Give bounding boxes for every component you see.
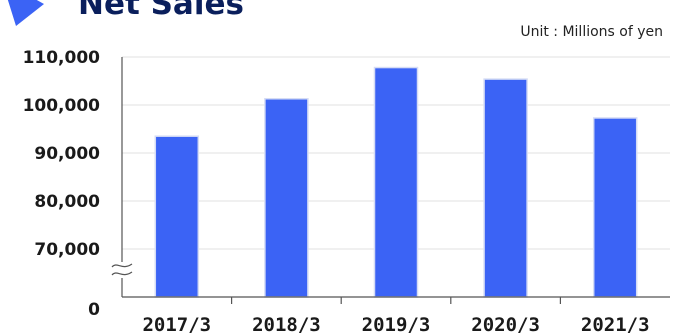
- axis-break-0: [111, 263, 133, 268]
- bar-2021-3: [592, 117, 638, 298]
- bars: [154, 66, 638, 298]
- bar-2019-3: [373, 66, 419, 298]
- bar-2018-3: [264, 98, 309, 298]
- x-tick-label-2018-3: 2018/3: [252, 314, 321, 336]
- chart-title: Net Sales: [78, 0, 244, 22]
- x-tick-labels: 2017/3 2018/3 2019/3 2020/3 2021/3: [142, 314, 649, 336]
- axes: [111, 57, 670, 304]
- title-diamond-icon: [7, 0, 44, 26]
- x-tick-label-2017-3: 2017/3: [142, 314, 211, 336]
- bar-2020-3: [483, 78, 528, 298]
- y-tick-label-1: 100,000: [23, 96, 101, 116]
- y-tick-label-2: 90,000: [34, 144, 100, 164]
- bar-2017-3: [154, 135, 200, 298]
- x-tick-label-2019-3: 2019/3: [362, 314, 431, 336]
- y-tick-label-5: 0: [88, 300, 100, 320]
- axis-break-1: [111, 271, 133, 276]
- y-tick-labels: 110,000 100,000 90,000 80,000 70,000 0: [23, 48, 101, 320]
- y-tick-label-3: 80,000: [34, 192, 100, 212]
- y-tick-label-4: 70,000: [34, 240, 100, 260]
- x-tick-label-2021-3: 2021/3: [581, 314, 650, 336]
- unit-label: Unit : Millions of yen: [520, 24, 663, 40]
- x-tick-label-2020-3: 2020/3: [471, 314, 540, 336]
- y-tick-label-0: 110,000: [23, 48, 101, 68]
